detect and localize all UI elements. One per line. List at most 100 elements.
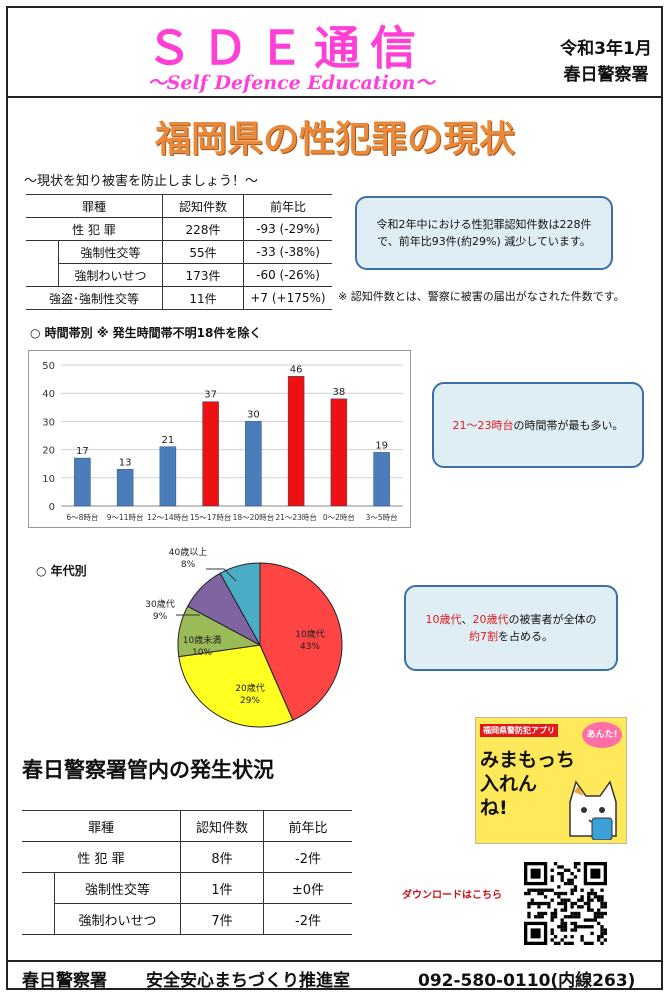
qr-module	[553, 911, 558, 916]
time-bar-chart: 0 10 20 30 40 50 17 6～8時台 13 9～11時台 21 12～14時台 37 15～…	[28, 350, 411, 528]
qr-module	[597, 911, 601, 916]
main-title: 福岡県の性犯罪の現状	[154, 119, 515, 160]
qr-module	[557, 865, 561, 869]
x-tick-label: 12～14時台	[147, 512, 189, 522]
qr-module	[543, 888, 548, 892]
qr-module	[560, 875, 564, 879]
qr-module	[533, 888, 538, 892]
qr-module	[590, 931, 594, 936]
qr-module	[590, 925, 594, 929]
qr-module	[600, 888, 604, 892]
callout-total-decrease: 令和2年中における性犯罪認知件数は228件で、前年比93件(約29%) 減少して…	[355, 196, 613, 270]
qr-module	[603, 931, 607, 936]
qr-finder-core	[530, 928, 541, 939]
slice-label: 10歳代	[295, 628, 324, 640]
qr-module	[563, 908, 568, 912]
qr-module	[537, 905, 541, 909]
bar	[159, 446, 177, 507]
qr-module	[587, 891, 591, 896]
callout-age-share: 10歳代、20歳代の被害者が全体の 約7割を占める。	[404, 585, 618, 671]
row-count: 7件	[180, 903, 264, 935]
qr-module	[560, 878, 564, 882]
qr-module	[560, 865, 564, 869]
qr-module	[593, 911, 598, 916]
qr-module	[537, 911, 541, 916]
footer-phone: 092-580-0110(内線263)	[418, 971, 636, 991]
qr-module	[587, 925, 591, 929]
time-section-label: ○ 時間帯別 ※ 発生時間帯不明18件を除く	[30, 326, 262, 340]
data-label: 46	[290, 364, 303, 375]
app-advertisement[interactable]: 福岡県警防犯アプリ あんた! みまもっち 入れん ね!	[475, 717, 627, 844]
qr-module	[560, 921, 564, 926]
qr-module	[570, 905, 574, 909]
qr-module	[587, 941, 591, 945]
indent-cell	[26, 240, 59, 264]
age-section-label: ○ 年代別	[36, 564, 87, 578]
row-name: 性 犯 罪	[26, 217, 163, 241]
row-name: 強盗･強制性交等	[26, 286, 163, 310]
callout-mid: の被害者が全体の	[508, 613, 597, 626]
qr-module	[590, 941, 594, 945]
qr-module	[557, 901, 561, 906]
qr-module	[603, 905, 607, 909]
table-row: 強制性交等 55件 -33 (-38%)	[26, 240, 332, 264]
y-tick-label: 10	[42, 474, 55, 485]
qr-module	[600, 931, 604, 936]
y-tick-label: 50	[42, 361, 55, 372]
slice-label: 10歳未満	[183, 634, 221, 646]
qr-module	[600, 898, 604, 902]
qr-module	[543, 901, 548, 906]
local-stats-table: 罪種 認知件数 前年比 性 犯 罪 8件 -2件 強制性交等 1件 ±0件 強制…	[22, 810, 352, 935]
qr-code-icon[interactable]	[524, 862, 607, 945]
pie-slice	[259, 562, 343, 721]
row-change: -2件	[263, 841, 352, 873]
qr-module	[550, 878, 554, 882]
qr-module	[577, 905, 581, 909]
row-name: 強制性交等	[58, 240, 163, 264]
qr-module	[587, 905, 591, 909]
row-change: ±0件	[263, 872, 352, 904]
app-ad-top: 福岡県警防犯アプリ	[480, 724, 558, 737]
callout-peak-text: 21～23時台の時間帯が最も多い。	[453, 417, 624, 434]
qr-module	[560, 928, 564, 932]
qr-module	[563, 928, 568, 932]
qr-module	[540, 901, 544, 906]
qr-module	[567, 881, 571, 886]
qr-module	[570, 921, 574, 926]
qr-module	[593, 918, 598, 922]
indent-cell	[22, 872, 55, 904]
footnote: ※ 認知件数とは、警察に被害の届出がなされた件数です。	[338, 290, 625, 303]
qr-module	[563, 941, 568, 945]
qr-module	[560, 891, 564, 896]
qr-module	[597, 915, 601, 919]
indent-cell	[22, 903, 55, 935]
qr-module	[557, 925, 561, 929]
qr-module	[560, 898, 564, 902]
issue-info: 令和3年1月 春日警察署	[551, 36, 661, 88]
header-cell: 認知件数	[162, 194, 244, 218]
qr-module	[577, 868, 581, 872]
qr-module	[573, 925, 578, 929]
qr-module	[600, 895, 604, 899]
qr-module	[580, 935, 584, 939]
row-count: 228件	[162, 217, 244, 241]
qr-module	[583, 925, 588, 929]
qr-module	[570, 891, 574, 896]
qr-module	[550, 898, 554, 902]
qr-module	[547, 888, 551, 892]
qr-module	[570, 881, 574, 886]
qr-module	[527, 888, 531, 892]
app-ad-bubble: あんた!	[582, 722, 622, 748]
table-row: 強制性交等 1件 ±0件	[22, 872, 352, 904]
header-cell: 罪種	[26, 194, 163, 218]
qr-module	[557, 871, 561, 876]
qr-module	[550, 888, 554, 892]
qr-module	[597, 908, 601, 912]
qr-module	[580, 905, 584, 909]
footer-office: 春日警察署	[22, 971, 107, 991]
bar-chart-svg: 0 10 20 30 40 50 17 6～8時台 13 9～11時台 21 12～14時台 37 15～…	[42, 361, 403, 522]
qr-module	[573, 865, 578, 869]
newsletter-subtitle: ～Self Defence Education～	[147, 72, 435, 94]
qr-module	[600, 941, 604, 945]
qr-module	[573, 911, 578, 916]
